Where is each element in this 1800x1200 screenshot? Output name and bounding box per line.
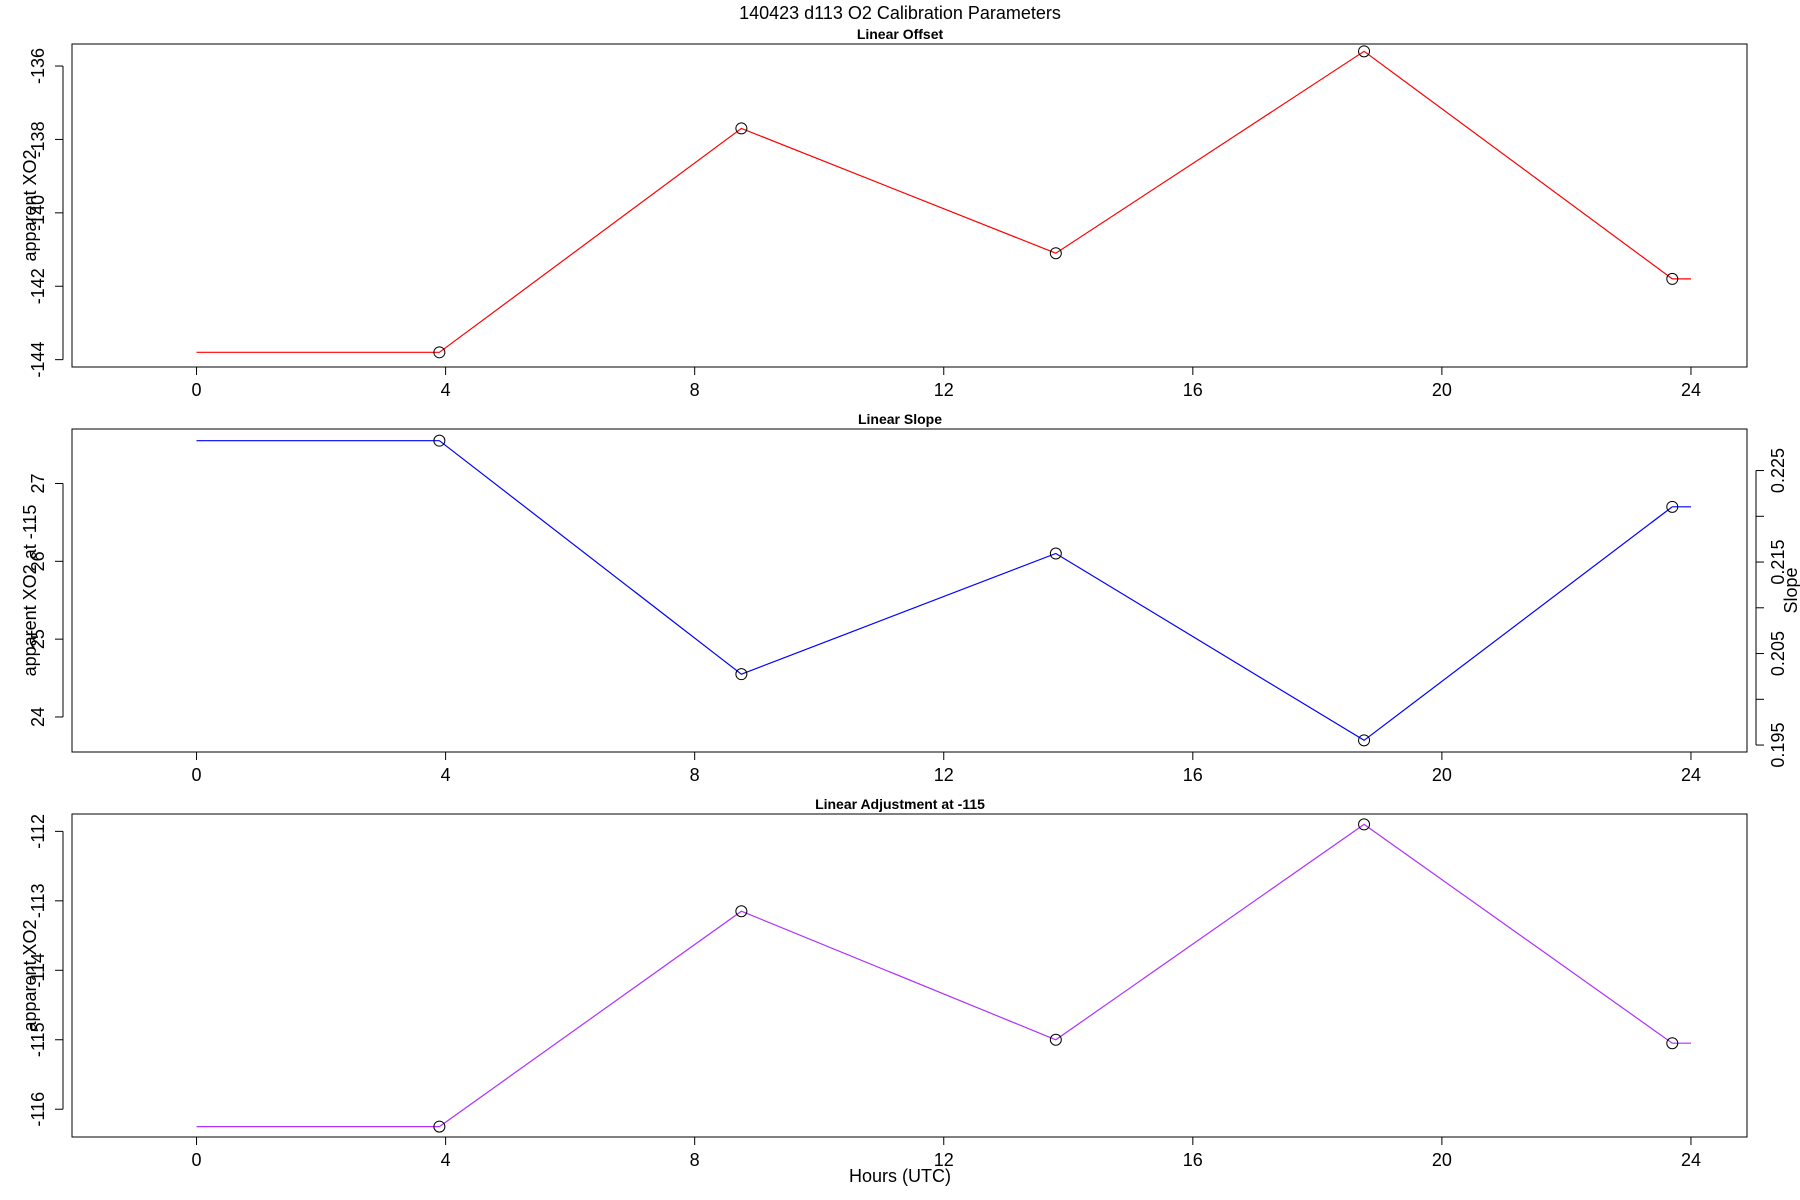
x-tick-label: 20: [1432, 1150, 1452, 1170]
x-tick-label: 8: [690, 380, 700, 400]
plot-frame: [71, 43, 1748, 368]
y-tick-label: -136: [28, 48, 48, 84]
plot-frame: [71, 428, 1748, 753]
data-point: [1666, 272, 1679, 285]
y-tick-label: 24: [28, 707, 48, 727]
y2-tick-label: 0.215: [1768, 540, 1788, 585]
y-tick-label: -144: [28, 342, 48, 378]
y-tick-label: -114: [28, 953, 48, 988]
y-tick-label: -142: [28, 268, 48, 304]
x-tick-label: 24: [1681, 1150, 1701, 1170]
data-point: [1358, 734, 1371, 747]
y-tick-label: -113: [28, 883, 48, 918]
data-point: [1358, 818, 1371, 831]
x-tick-label: 24: [1681, 765, 1701, 785]
series-line: [196, 823, 1691, 1128]
data-point: [735, 668, 748, 681]
y-tick-label: -115: [28, 1022, 48, 1057]
x-tick-label: 20: [1432, 380, 1452, 400]
y-tick-label: 25: [28, 629, 48, 649]
data-point: [1666, 500, 1679, 513]
panel-title: Linear Slope: [858, 411, 942, 427]
x-tick-label: 0: [192, 765, 202, 785]
x-tick-label: 12: [934, 765, 954, 785]
data-point: [1049, 1033, 1062, 1046]
data-point: [1049, 247, 1062, 260]
x-tick-label: 4: [441, 765, 451, 785]
chart-title: 140423 d113 O2 Calibration Parameters: [739, 3, 1061, 23]
x-tick-label: 20: [1432, 765, 1452, 785]
x-tick-label: 8: [690, 1150, 700, 1170]
y2-tick-label: 0.205: [1768, 631, 1788, 676]
series-line: [196, 50, 1691, 353]
y-tick-label: -116: [28, 1092, 48, 1127]
data-point: [433, 434, 446, 447]
y2-tick-label: 0.225: [1768, 448, 1788, 493]
y-tick-label: -138: [28, 121, 48, 157]
y2-tick-label: 0.195: [1768, 723, 1788, 768]
data-point: [735, 905, 748, 918]
y-axis-label: apparent XO2: [20, 919, 40, 1031]
plot-frame: [71, 813, 1748, 1138]
x-tick-label: 16: [1183, 380, 1203, 400]
x-tick-label: 16: [1183, 1150, 1203, 1170]
x-tick-label: 4: [441, 1150, 451, 1170]
x-tick-label: 16: [1183, 765, 1203, 785]
y-tick-label: -112: [28, 814, 48, 849]
x-axis-label: Hours (UTC): [849, 1166, 951, 1186]
panel-linear-adjustment: Linear Adjustment at -115 0 4 8 12 16 20 24 -116…: [20, 796, 1748, 1170]
data-point: [433, 346, 446, 359]
data-point: [1666, 1037, 1679, 1050]
y2-axis-label: Slope: [1781, 567, 1800, 613]
data-point: [1049, 547, 1062, 560]
panel-linear-offset: Linear Offset 0 4 8 12 16 20 24 -144 -142 -140 -138…: [20, 26, 1748, 400]
series-line: [196, 440, 1691, 742]
x-tick-label: 0: [192, 380, 202, 400]
y-tick-label: 27: [28, 473, 48, 493]
y-axis-label: apparent XO2: [20, 149, 40, 261]
x-tick-label: 12: [934, 1150, 954, 1170]
panel-title: Linear Adjustment at -115: [815, 796, 985, 812]
x-tick-label: 0: [192, 1150, 202, 1170]
data-point: [433, 1120, 446, 1133]
panel-title: Linear Offset: [857, 26, 944, 42]
x-tick-label: 8: [690, 765, 700, 785]
x-tick-label: 24: [1681, 380, 1701, 400]
y-axis-label: apparent XO2 at -115: [20, 505, 40, 677]
y-tick-label: 26: [28, 551, 48, 571]
panel-linear-slope: Linear Slope 0 4 8 12 16 20 24 24 25 26 27 apparent …: [20, 411, 1800, 785]
x-tick-label: 12: [934, 380, 954, 400]
data-point: [1358, 45, 1371, 58]
data-point: [735, 122, 748, 135]
y-tick-label: -140: [28, 195, 48, 231]
x-tick-label: 4: [441, 380, 451, 400]
